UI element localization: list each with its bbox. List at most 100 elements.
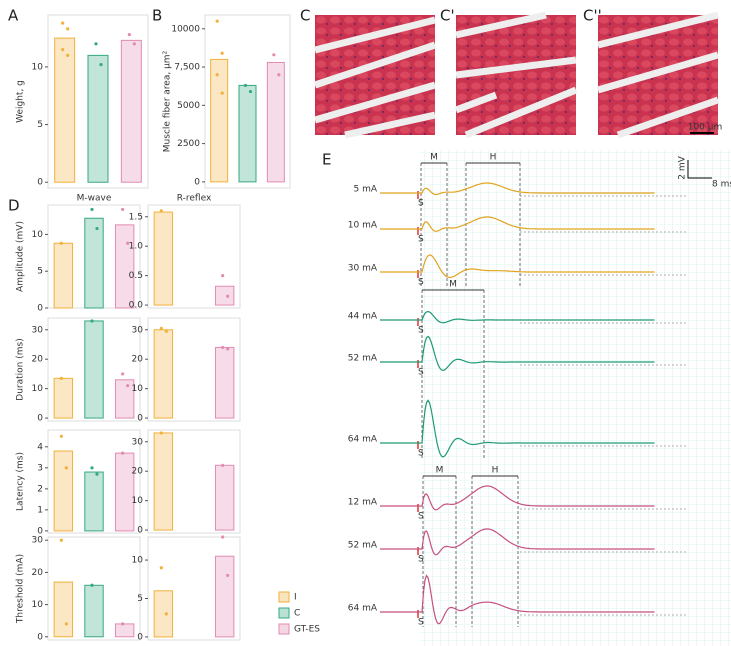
y-tick-label: 30 [132, 437, 144, 447]
data-point [221, 345, 225, 350]
column-title: R-reflex [177, 194, 212, 204]
data-point [64, 622, 68, 626]
data-point [59, 241, 63, 245]
data-point [126, 241, 130, 245]
data-point [215, 19, 219, 23]
bar [114, 224, 135, 309]
y-tick-label: 2500 [177, 139, 200, 149]
scale-bar [687, 160, 712, 179]
y-tick-label: 1.0 [129, 242, 144, 252]
bar [53, 377, 74, 419]
y-tick-label: 10 [132, 556, 144, 566]
y-tick-label: 0 [137, 414, 143, 424]
data-point [94, 42, 98, 46]
data-point [59, 376, 63, 380]
legend-swatch [278, 623, 290, 635]
y-tick-label: 5000 [177, 101, 200, 111]
bar [153, 211, 174, 306]
stim-label: S [418, 368, 424, 378]
stim-label: S [418, 512, 424, 522]
plot-frame [204, 14, 291, 189]
trace [380, 216, 655, 232]
bar [53, 450, 74, 532]
panel-label: C'' [583, 7, 602, 25]
y-tick-label: 1.5 [129, 212, 143, 222]
trace [380, 574, 655, 625]
data-point [64, 466, 68, 470]
data-point [159, 326, 163, 330]
y-tick-label: 0 [37, 526, 43, 536]
y-tick-label: 10 [32, 600, 44, 610]
trace-label: 5 mA [353, 185, 377, 195]
y-tick-label: 10000 [171, 24, 200, 34]
plot-frame [47, 14, 149, 189]
bar [214, 555, 235, 638]
data-point [215, 73, 219, 77]
data-point [221, 274, 225, 278]
data-point [132, 42, 136, 46]
data-point [95, 226, 99, 231]
data-point [99, 62, 103, 67]
legend-label: GT-ES [294, 625, 320, 635]
data-point [126, 384, 130, 388]
trace-label: 64 mA [348, 604, 378, 614]
bar [84, 471, 104, 532]
data-point [59, 434, 63, 438]
plot-frame [47, 317, 141, 422]
bar [84, 584, 104, 638]
stim-label: S [418, 618, 424, 628]
window-label: M [449, 280, 457, 290]
y-tick-label: 20 [132, 467, 144, 477]
data-point [121, 622, 125, 626]
data-point [90, 466, 94, 470]
data-point [59, 538, 63, 542]
data-point [121, 451, 125, 455]
data-point [248, 89, 253, 94]
panel-label: C' [440, 7, 455, 25]
window-label: M [430, 153, 438, 163]
y-tick-label: 10 [32, 62, 44, 72]
stim-label: S [418, 278, 424, 288]
bar [266, 61, 285, 183]
trace [380, 254, 655, 278]
data-point [90, 583, 94, 587]
trace-label: 52 mA [348, 541, 378, 551]
data-point [164, 612, 168, 616]
y-tick-label: 0 [194, 177, 200, 187]
y-axis-label: Amplitude (mV) [16, 221, 26, 292]
trace [380, 182, 655, 196]
bar [214, 285, 235, 306]
bar [153, 590, 174, 638]
bar [210, 58, 229, 183]
panel-label: C [300, 7, 310, 25]
bar [87, 54, 109, 183]
data-point [221, 463, 225, 467]
window-label: H [492, 466, 499, 476]
y-tick-label: 4 [37, 442, 43, 452]
data-point [277, 73, 281, 77]
y-tick-label: 30 [32, 536, 44, 546]
y-axis-label: Weight, g [16, 80, 26, 123]
plot-frame [47, 429, 141, 534]
histology [313, 11, 720, 139]
data-point [220, 91, 224, 95]
window-label: M [436, 466, 444, 476]
trace [380, 528, 655, 556]
y-tick-label: 30 [32, 325, 44, 335]
y-tick-label: 2 [37, 484, 43, 494]
y-tick-label: 0 [137, 632, 143, 642]
stim-label: S [418, 199, 424, 209]
y-tick-label: 10 [132, 496, 144, 506]
y-tick-label: 1 [37, 505, 43, 515]
bar [153, 329, 174, 419]
bar [114, 623, 135, 638]
y-tick-label: 0 [37, 304, 43, 314]
y-tick-label: 10 [32, 230, 44, 240]
trace-label: 30 mA [348, 264, 378, 274]
data-point [121, 207, 125, 212]
y-axis-label: Duration (ms) [16, 338, 26, 400]
y-tick-label: 20 [32, 568, 44, 578]
plot-frame [147, 536, 241, 641]
trace-label: 12 mA [348, 498, 378, 508]
data-point [220, 51, 224, 55]
